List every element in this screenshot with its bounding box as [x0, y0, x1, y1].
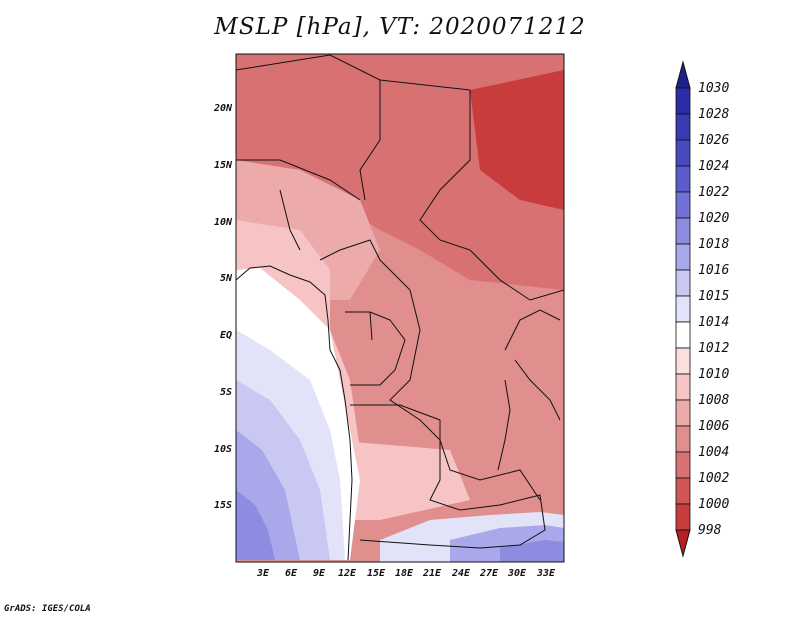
lon-label: 6E — [284, 568, 298, 579]
colorbar-segment — [675, 269, 691, 297]
colorbar-segment — [675, 191, 691, 219]
colorbar-label: 1010 — [698, 367, 730, 382]
colorbar-label: 1008 — [698, 393, 730, 408]
lat-label: 10S — [213, 444, 232, 455]
lat-label: 5S — [219, 387, 232, 398]
colorbar-segment — [675, 217, 691, 245]
colorbar-label: 1030 — [698, 81, 730, 96]
colorbar-label: 1020 — [698, 211, 730, 226]
lon-label: 30E — [507, 568, 527, 579]
colorbar-segment — [675, 139, 691, 167]
field-northeast-low — [470, 70, 564, 210]
lon-label: 24E — [451, 568, 471, 579]
colorbar-segment — [675, 373, 691, 401]
lon-label: 27E — [479, 568, 499, 579]
map-title: MSLP [hPa], VT: 2020071212 — [214, 14, 586, 40]
colorbar — [675, 60, 691, 558]
colorbar-segment — [675, 113, 691, 141]
country-borders — [236, 54, 564, 561]
colorbar-segment — [675, 477, 691, 505]
colorbar-segment — [675, 295, 691, 323]
lat-label: 20N — [213, 103, 232, 114]
colorbar-segment — [675, 503, 691, 531]
colorbar-label: 1006 — [698, 419, 730, 434]
lon-label: 9E — [312, 568, 326, 579]
colorbar-segment — [675, 425, 691, 453]
lat-label: 15N — [213, 160, 232, 171]
lon-label: 12E — [337, 568, 357, 579]
lat-label: EQ — [219, 330, 232, 341]
lon-label: 18E — [394, 568, 414, 579]
lat-label: 10N — [213, 217, 232, 228]
colorbar-label: 1012 — [698, 341, 730, 356]
colorbar-label: 1028 — [698, 107, 730, 122]
field-ocean-1018 — [236, 490, 275, 560]
colorbar-label: 1016 — [698, 263, 730, 278]
colorbar-segment — [675, 243, 691, 271]
colorbar-label: 1018 — [698, 237, 730, 252]
lat-label: 15S — [213, 500, 232, 511]
lon-label: 3E — [256, 568, 270, 579]
colorbar-label: 1014 — [698, 315, 730, 330]
grads-credit: GrADS: IGES/COLA — [4, 604, 91, 614]
colorbar-segment — [675, 399, 691, 427]
pressure-field — [236, 54, 564, 562]
colorbar-label: 1004 — [698, 445, 730, 460]
lon-label: 33E — [536, 568, 556, 579]
lat-label: 5N — [219, 273, 232, 284]
colorbar-label: 1000 — [698, 497, 730, 512]
lon-label: 15E — [366, 568, 386, 579]
map-frame — [235, 53, 565, 563]
colorbar-label: 1022 — [698, 185, 730, 200]
colorbar-label: 1024 — [698, 159, 730, 174]
colorbar-segment — [675, 165, 691, 193]
colorbar-arrow-top — [675, 60, 691, 89]
colorbar-label: 998 — [698, 523, 722, 538]
colorbar-segment — [675, 87, 691, 115]
colorbar-arrow-bottom — [675, 529, 691, 558]
colorbar-label: 1002 — [698, 471, 730, 486]
colorbar-segment — [675, 347, 691, 375]
lon-label: 21E — [422, 568, 442, 579]
field-south-ridge — [330, 440, 470, 520]
colorbar-segment — [675, 321, 691, 349]
colorbar-label: 1015 — [698, 289, 730, 304]
colorbar-label: 1026 — [698, 133, 730, 148]
colorbar-segment — [675, 451, 691, 479]
